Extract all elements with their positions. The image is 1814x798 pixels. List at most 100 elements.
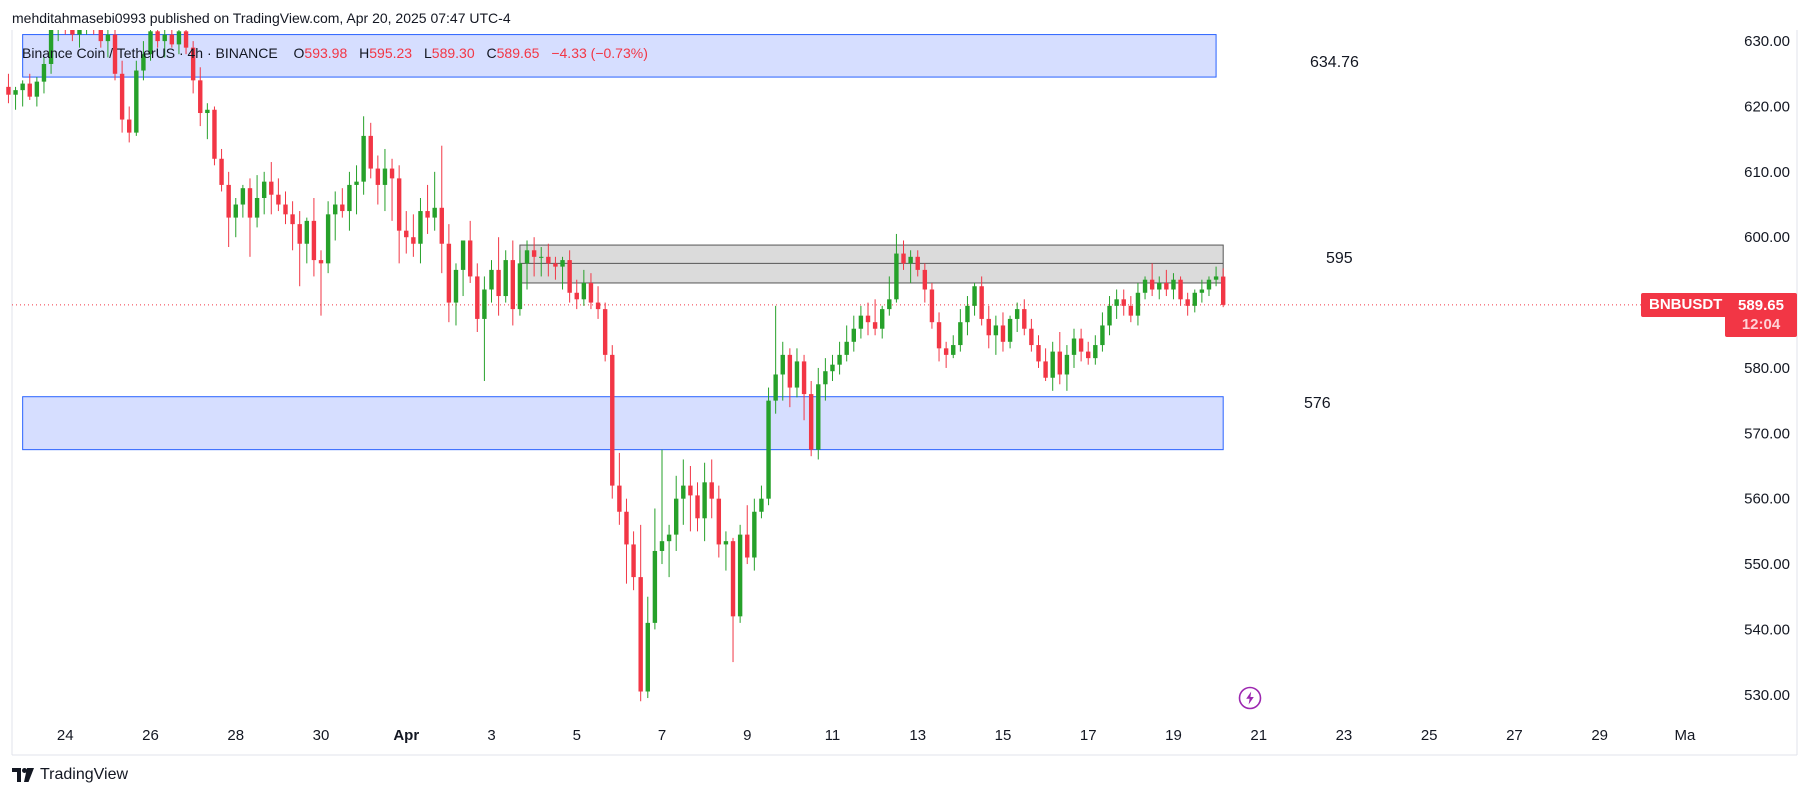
candle-body [304, 220, 310, 244]
candle-body [475, 276, 480, 319]
x-tick-label: 26 [142, 727, 159, 744]
candle [638, 524, 643, 702]
candle-body [212, 109, 217, 159]
candle-body [1007, 318, 1013, 342]
candle-body [808, 394, 814, 450]
candle-body [553, 263, 558, 267]
legend-high-value: 595.23 [369, 45, 413, 61]
candle-body [439, 207, 444, 244]
candle-body [773, 374, 778, 401]
legend-low-value: 589.30 [431, 45, 475, 61]
zone-rect[interactable] [22, 34, 1217, 78]
candle [119, 60, 125, 133]
candle [617, 452, 622, 525]
candle-body [716, 498, 722, 545]
published-text: mehditahmasebi0993 published on TradingV… [12, 10, 511, 26]
candle-body [1050, 351, 1055, 378]
candle-body [361, 135, 366, 182]
candle [205, 103, 210, 140]
candle [269, 162, 274, 215]
candle [418, 197, 423, 264]
candle-body [297, 224, 302, 244]
candle [176, 30, 182, 55]
candle [77, 30, 82, 48]
candle-body [396, 178, 402, 231]
candle-body [283, 204, 288, 215]
candle [141, 41, 146, 81]
candle [325, 201, 331, 274]
candle-body [183, 31, 189, 48]
candle [503, 250, 508, 303]
candle-body [169, 34, 175, 45]
candle [681, 459, 686, 525]
candle [6, 73, 11, 104]
candle-layer [6, 30, 1226, 702]
candle-body [198, 80, 203, 114]
candle-body [1100, 325, 1105, 346]
candle-body [979, 286, 984, 319]
candle [1199, 279, 1205, 303]
candle [1142, 276, 1148, 300]
x-tick-label: 3 [487, 727, 495, 744]
candle-body [1057, 351, 1063, 375]
candle [347, 171, 352, 231]
candle [1220, 268, 1226, 308]
x-tick-label: 7 [658, 727, 666, 744]
candle-body [737, 534, 743, 617]
candle [901, 240, 906, 270]
candle [759, 485, 764, 519]
candle [510, 240, 516, 326]
x-tick-label: 23 [1336, 727, 1353, 744]
lightning-bolt-icon[interactable] [1238, 686, 1262, 710]
candle-body [730, 541, 736, 617]
candle-body [48, 30, 54, 64]
y-tick-label: 560.00 [1744, 491, 1790, 508]
candle [1014, 302, 1020, 332]
candle [404, 211, 409, 254]
candle [361, 116, 366, 195]
candle-body [695, 495, 700, 519]
candle [801, 354, 807, 421]
candle [880, 305, 885, 339]
candle-body [98, 30, 103, 42]
candle [439, 145, 444, 274]
candle [1185, 292, 1190, 316]
candle [659, 449, 665, 565]
candle-body [20, 83, 25, 91]
candle [475, 263, 480, 332]
candle-body [752, 511, 757, 558]
candle [808, 381, 814, 457]
candle-body [467, 240, 473, 277]
x-tick-label: 25 [1421, 727, 1438, 744]
zone-rect[interactable] [22, 396, 1224, 451]
x-tick-label: 15 [995, 727, 1012, 744]
candle-body [823, 371, 828, 385]
candle-body [318, 260, 324, 264]
candle-body [503, 260, 508, 297]
candle-body [141, 54, 146, 71]
y-tick-label: 600.00 [1744, 229, 1790, 246]
candle [467, 220, 473, 283]
y-tick-label: 630.00 [1744, 33, 1790, 50]
candle [567, 250, 572, 303]
candle-body [446, 243, 452, 303]
candle [261, 171, 267, 215]
tradingview-footer[interactable]: TradingView [12, 766, 128, 784]
candle-body [610, 354, 615, 486]
candle-body [794, 361, 800, 388]
zone-rect[interactable] [519, 244, 1224, 284]
candle-body [510, 260, 516, 310]
candle [254, 175, 260, 228]
candle-body [418, 211, 423, 244]
candle-body [226, 184, 231, 218]
candle-body [1164, 282, 1169, 290]
candle [887, 276, 892, 316]
tradingview-logo-icon [12, 768, 34, 782]
candle-body [702, 482, 707, 519]
candle [645, 596, 650, 699]
candle [1022, 299, 1027, 336]
candle-body [581, 282, 587, 300]
candle-body [872, 322, 878, 329]
candle [602, 302, 608, 362]
